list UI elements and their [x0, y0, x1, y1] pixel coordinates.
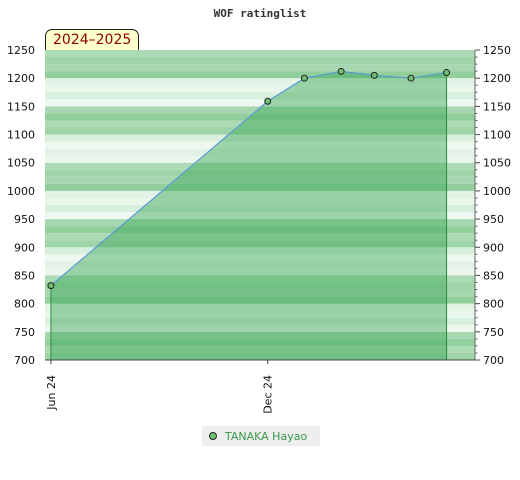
y-tick-label-left: 950	[14, 213, 35, 226]
legend-marker-icon	[209, 432, 217, 440]
legend: TANAKA Hayao	[202, 426, 320, 446]
background-band	[45, 113, 475, 121]
background-band	[45, 247, 475, 255]
data-point	[443, 69, 451, 77]
y-tick-label-left: 1000	[7, 185, 35, 198]
background-band	[45, 127, 475, 135]
y-tick-label-right: 700	[483, 354, 504, 367]
y-tick-label-left: 900	[14, 241, 35, 254]
background-band	[45, 169, 475, 177]
y-tick-label-right: 950	[483, 213, 504, 226]
y-tick-label-left: 750	[14, 326, 35, 339]
background-band	[45, 226, 475, 234]
background-band	[45, 106, 475, 114]
data-point	[407, 74, 415, 82]
background-band	[45, 99, 475, 107]
x-tick-label: Dec 24	[262, 375, 275, 414]
background-band	[45, 275, 475, 283]
data-point	[300, 74, 308, 82]
background-band	[45, 254, 475, 262]
background-band	[45, 324, 475, 332]
y-tick-label-right: 850	[483, 269, 504, 282]
y-tick-label-right: 1150	[483, 100, 511, 113]
background-band	[45, 240, 475, 248]
background-band	[45, 190, 475, 198]
background-band	[45, 289, 475, 297]
background-band	[45, 162, 475, 170]
y-tick-label-left: 1100	[7, 129, 35, 142]
background-band	[45, 296, 475, 304]
background-band	[45, 197, 475, 205]
y-tick-label-left: 1150	[7, 100, 35, 113]
legend-series-label: TANAKA Hayao	[225, 429, 308, 443]
background-band	[45, 219, 475, 227]
data-point	[370, 71, 378, 79]
background-band	[45, 317, 475, 325]
background-band	[45, 303, 475, 311]
background-band	[45, 282, 475, 290]
background-band	[45, 176, 475, 184]
y-tick-label-right: 1000	[483, 185, 511, 198]
x-tick-label: Jun 24	[45, 375, 58, 411]
data-points	[47, 67, 451, 290]
y-tick-label-left: 850	[14, 269, 35, 282]
background-band	[45, 352, 475, 360]
background-band	[45, 92, 475, 100]
background-band	[45, 148, 475, 156]
y-tick-label-left: 1250	[7, 44, 35, 57]
y-tick-label-left: 800	[14, 298, 35, 311]
data-point	[47, 282, 55, 290]
y-tick-label-right: 1200	[483, 72, 511, 85]
background-band	[45, 134, 475, 142]
y-tick-label-right: 1100	[483, 129, 511, 142]
background-band	[45, 268, 475, 276]
background-band	[45, 57, 475, 65]
background-band	[45, 141, 475, 149]
background-band	[45, 71, 475, 79]
background-band	[45, 212, 475, 220]
background-band	[45, 310, 475, 318]
background-band	[45, 345, 475, 353]
background-band	[45, 338, 475, 346]
series-area	[50, 71, 447, 360]
background-band	[45, 331, 475, 339]
data-point	[337, 67, 345, 75]
background-band	[45, 261, 475, 269]
axes: 700 700 750 750 800 800 850 850 900 900 950 950 1000…	[7, 44, 511, 414]
y-tick-label-right: 800	[483, 298, 504, 311]
y-tick-label-left: 1200	[7, 72, 35, 85]
background-band	[45, 233, 475, 241]
background-band	[45, 205, 475, 213]
y-tick-label-right: 1050	[483, 157, 511, 170]
background-band	[45, 64, 475, 72]
chart-title: WOF ratinglist	[214, 7, 307, 20]
background-band	[45, 155, 475, 163]
y-tick-label-right: 750	[483, 326, 504, 339]
background-band	[45, 183, 475, 191]
y-tick-label-right: 1250	[483, 44, 511, 57]
background-band	[45, 50, 475, 58]
plot-background-bands	[45, 50, 475, 360]
season-badge: 2024–2025	[45, 29, 140, 50]
background-band	[45, 120, 475, 128]
background-band	[45, 78, 475, 86]
background-band	[45, 85, 475, 93]
data-point	[264, 97, 272, 105]
y-tick-label-left: 700	[14, 354, 35, 367]
y-tick-label-right: 900	[483, 241, 504, 254]
y-tick-label-left: 1050	[7, 157, 35, 170]
